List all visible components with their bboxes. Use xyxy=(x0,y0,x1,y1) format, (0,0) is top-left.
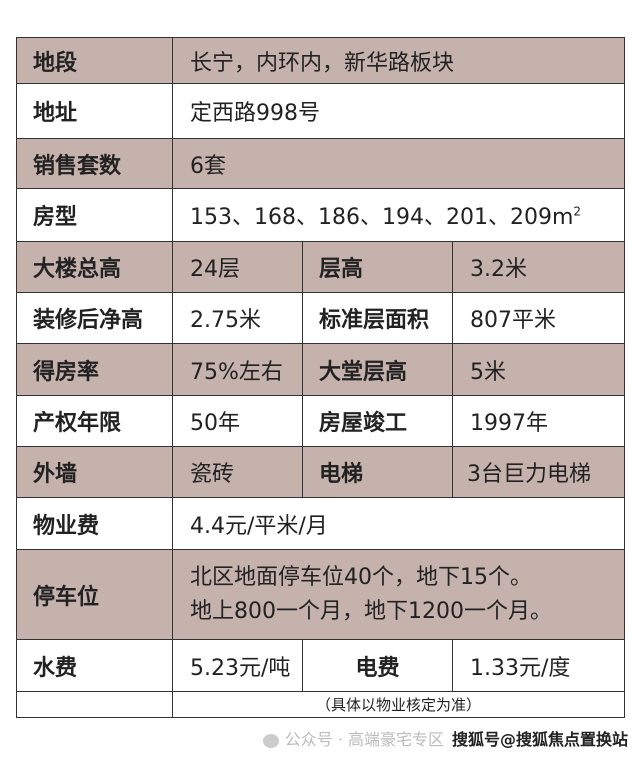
row-value: 24层 xyxy=(172,241,303,293)
wechat-icon xyxy=(262,733,279,748)
row-label: 销售套数 xyxy=(16,138,173,189)
table-row: 停车位 北区地面停车位40个，地下15个。 地上800一个月，地下1200一个月。 xyxy=(16,549,626,640)
row-value: 5.23元/吨 xyxy=(172,639,303,692)
row-label: 外墙 xyxy=(16,446,173,498)
row-label-2: 大堂层高 xyxy=(302,343,453,396)
row-value: 瓷砖 xyxy=(172,446,303,498)
row-label: 得房率 xyxy=(16,343,173,396)
row-label-2: 房屋竣工 xyxy=(302,395,453,447)
row-label: 产权年限 xyxy=(16,395,173,447)
row-value-2: 1997年 xyxy=(451,395,626,447)
table-row: 大楼总高 24层 层高 3.2米 xyxy=(16,241,626,293)
row-label: 大楼总高 xyxy=(16,241,173,293)
row-label: 水费 xyxy=(16,639,173,692)
row-label: 物业费 xyxy=(16,497,173,550)
row-label: 地段 xyxy=(16,37,173,84)
row-value-2: 1.33元/度 xyxy=(451,639,626,692)
watermark-text: 公众号 · 高端豪宅专区 xyxy=(284,730,444,749)
note-text: （具体以物业核定为准） xyxy=(171,691,626,718)
table-row: 地段 长宁，内环内，新华路板块 xyxy=(16,37,626,84)
row-label: 装修后净高 xyxy=(16,292,173,344)
row-value-2: 3台巨力电梯 xyxy=(451,446,626,498)
row-value: 153、168、186、194、201、209m2 xyxy=(171,188,626,242)
row-value-2: 807平米 xyxy=(451,292,626,344)
watermark: 公众号 · 高端豪宅专区 xyxy=(262,730,444,750)
unit-types: 153、168、186、194、201、209m xyxy=(190,205,574,230)
table-row: 外墙 瓷砖 电梯 3台巨力电梯 xyxy=(16,446,626,498)
row-label: 停车位 xyxy=(16,549,173,640)
row-value: 6套 xyxy=(171,138,626,189)
property-info-table: 地段 长宁，内环内，新华路板块 地址 定西路998号 销售套数 6套 房型 153、16… xyxy=(16,37,626,718)
table-row: 水费 5.23元/吨 电费 1.33元/度 xyxy=(16,639,626,692)
row-label-2: 层高 xyxy=(302,241,453,293)
table-row: 房型 153、168、186、194、201、209m2 xyxy=(16,188,626,242)
table-row: 产权年限 50年 房屋竣工 1997年 xyxy=(16,395,626,447)
table-row: 装修后净高 2.75米 标准层面积 807平米 xyxy=(16,292,626,344)
parking-line-2: 地上800一个月，地下1200一个月。 xyxy=(190,598,552,624)
row-value: 长宁，内环内，新华路板块 xyxy=(171,37,626,84)
table-row: 销售套数 6套 xyxy=(16,138,626,189)
row-value: 定西路998号 xyxy=(171,83,626,139)
row-label-2: 电费 xyxy=(302,639,453,692)
table-row: 物业费 4.4元/平米/月 xyxy=(16,497,626,550)
row-value: 4.4元/平米/月 xyxy=(171,497,626,550)
superscript: 2 xyxy=(573,204,582,219)
row-value-2: 5米 xyxy=(451,343,626,396)
row-label-2: 电梯 xyxy=(302,446,453,498)
row-value: 2.75米 xyxy=(172,292,303,344)
empty-cell xyxy=(16,691,173,718)
row-label: 地址 xyxy=(16,83,173,139)
table-row: 地址 定西路998号 xyxy=(16,83,626,139)
table-row: 得房率 75%左右 大堂层高 5米 xyxy=(16,343,626,396)
row-value: 北区地面停车位40个，地下15个。 地上800一个月，地下1200一个月。 xyxy=(171,549,626,640)
table-row: （具体以物业核定为准） xyxy=(16,691,626,718)
row-value: 75%左右 xyxy=(172,343,303,396)
parking-line-1: 北区地面停车位40个，地下15个。 xyxy=(190,564,532,590)
row-value: 50年 xyxy=(172,395,303,447)
row-value-2: 3.2米 xyxy=(451,241,626,293)
row-label-2: 标准层面积 xyxy=(302,292,453,344)
watermark-overlay: 搜狐号@搜狐焦点置换站 xyxy=(451,730,628,749)
row-label: 房型 xyxy=(16,188,173,242)
